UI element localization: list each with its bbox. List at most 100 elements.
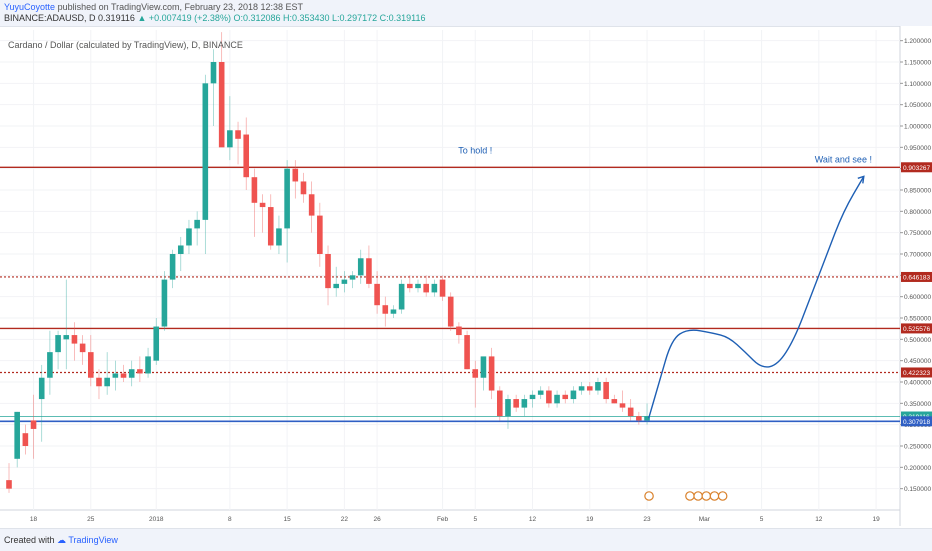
candle-up	[210, 62, 217, 84]
candle-down	[300, 181, 307, 195]
x-tick-label: 12	[529, 516, 537, 523]
price-label-bg	[901, 162, 932, 173]
chart-annotation: Wait and see !	[815, 154, 872, 164]
candle-down	[259, 202, 266, 208]
last-price: 0.319116	[98, 13, 135, 23]
candle-down	[407, 283, 413, 289]
candle-up	[521, 399, 528, 408]
up-arrow-icon: ▲	[137, 13, 147, 23]
candle-down	[292, 168, 299, 182]
candle-down	[439, 279, 446, 297]
candle-down	[79, 343, 86, 353]
publish-info: YuyuCoyotte published on TradingView.com…	[4, 2, 303, 12]
candle-down	[120, 373, 127, 378]
candle-up	[341, 279, 348, 284]
candle-up	[537, 390, 544, 395]
candle-down	[251, 177, 258, 203]
candle-up	[104, 377, 110, 387]
candle-up	[227, 130, 233, 148]
symbol-label: BINANCE:ADAUSD, D	[4, 13, 96, 23]
candle-up	[415, 283, 421, 289]
publish-header: YuyuCoyotte published on TradingView.com…	[0, 0, 932, 27]
projection-arrowhead-icon	[857, 175, 865, 184]
x-tick-label: 25	[87, 516, 95, 523]
candle-up	[529, 394, 536, 400]
candle-up	[47, 352, 53, 378]
candle-up	[161, 279, 168, 327]
created-label: Created with	[4, 535, 55, 545]
candle-down	[30, 420, 37, 429]
author-link[interactable]: YuyuCoyotte	[4, 2, 56, 12]
candle-up	[55, 335, 61, 353]
candle-down	[267, 207, 274, 246]
candle-up	[202, 83, 209, 220]
candle-down	[382, 305, 389, 314]
y-tick-label: 0.750000	[904, 230, 931, 237]
y-tick-label: 0.950000	[904, 145, 931, 152]
candle-up	[63, 335, 70, 340]
candle-up	[169, 254, 176, 280]
candle-up	[570, 390, 577, 400]
y-tick-label: 0.150000	[904, 486, 931, 493]
candle-up	[390, 309, 397, 314]
candle-down	[137, 369, 143, 374]
candle-up	[505, 399, 511, 417]
price-label: 0.903267	[903, 165, 930, 172]
y-tick-label: 0.400000	[904, 380, 931, 387]
candle-down	[423, 283, 429, 293]
candle-up	[276, 228, 282, 246]
x-tick-label: 19	[586, 516, 594, 523]
candle-down	[96, 377, 102, 387]
candle-up	[595, 382, 601, 391]
y-tick-label: 1.100000	[904, 81, 931, 88]
candle-up	[194, 219, 200, 229]
price-label: 0.646183	[903, 274, 930, 281]
candle-up	[153, 326, 160, 361]
candle-down	[374, 283, 380, 306]
tradingview-logo-icon: ☁	[57, 535, 67, 545]
created-with: Created with ☁ TradingView	[4, 535, 118, 546]
y-tick-label: 1.000000	[904, 124, 931, 131]
x-tick-label: 8	[228, 516, 232, 523]
event-badge-icon	[693, 491, 703, 501]
y-tick-label: 0.700000	[904, 252, 931, 259]
candle-down	[317, 215, 323, 254]
y-tick-label: 1.150000	[904, 60, 931, 67]
x-tick-label: 2018	[149, 516, 164, 523]
candle-up	[38, 377, 45, 400]
candle-up	[333, 283, 339, 289]
event-badge-icon	[717, 491, 728, 501]
event-badge-icon	[685, 491, 695, 501]
chart-annotation: To hold !	[458, 146, 492, 156]
projection-curve	[648, 175, 865, 419]
y-tick-label: 1.050000	[904, 102, 931, 109]
candle-down	[513, 399, 519, 408]
tradingview-brand[interactable]: TradingView	[68, 535, 118, 545]
x-tick-label: 5	[760, 516, 764, 523]
candle-down	[366, 258, 372, 284]
candle-down	[611, 399, 618, 404]
candle-down	[627, 407, 634, 417]
x-tick-label: Feb	[437, 516, 449, 523]
event-badge-icon	[701, 491, 712, 501]
y-tick-label: 0.350000	[904, 401, 931, 408]
candle-down	[456, 326, 462, 336]
candle-up	[349, 275, 356, 280]
x-tick-label: Mar	[699, 516, 711, 523]
candle-up	[431, 283, 438, 293]
candle-down	[308, 194, 315, 216]
candle-down	[447, 296, 454, 327]
price-label-bg	[901, 323, 932, 334]
candle-up	[480, 356, 487, 378]
price-chart[interactable]: 1.200000 1.150000 1.100000 1.050000 1.000000…	[0, 26, 932, 526]
candle-up	[357, 258, 364, 276]
candle-up	[186, 228, 192, 246]
ohlc-values: O:0.312086 H:0.353430 L:0.297172 C:0.319…	[233, 13, 426, 23]
candle-down	[497, 390, 503, 417]
candle-down	[235, 130, 241, 139]
published-text: published on TradingView.com, February 2…	[57, 2, 304, 12]
x-tick-label: 22	[341, 516, 349, 523]
footer: Created with ☁ TradingView	[0, 528, 932, 551]
candle-up	[644, 416, 650, 421]
candle-down	[243, 134, 250, 178]
